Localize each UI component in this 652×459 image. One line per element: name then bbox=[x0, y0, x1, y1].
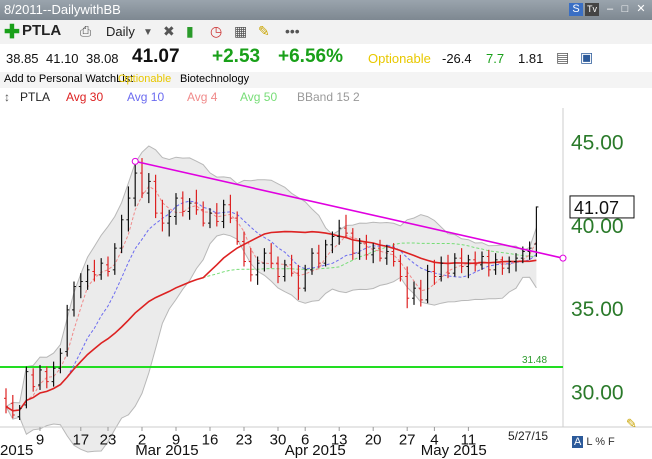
low-price: 38.08 bbox=[86, 51, 119, 66]
legend-avg10[interactable]: Avg 10 bbox=[127, 90, 165, 104]
x-tick-label: 9 bbox=[172, 431, 180, 448]
bar-chart-icon[interactable]: ▮ bbox=[186, 23, 194, 39]
change-value: +2.53 bbox=[212, 46, 261, 67]
period-select[interactable]: Daily bbox=[106, 24, 135, 39]
y-tick-label: 45.00 bbox=[571, 131, 624, 154]
maximize-icon[interactable]: □ bbox=[621, 3, 629, 15]
x-tick-label: 13 bbox=[331, 431, 348, 448]
month-label: Apr 2015 bbox=[285, 442, 346, 459]
x-tick-label: 16 bbox=[202, 431, 219, 448]
ma50-line bbox=[5, 242, 537, 412]
stat-2: 7.7 bbox=[486, 51, 505, 66]
x-tick-label: 6 bbox=[301, 431, 309, 448]
trendline-handle-start bbox=[131, 157, 139, 165]
window-title: 8/2011--DailywithBB bbox=[4, 2, 121, 17]
legend-arrows-icon[interactable]: ↕ bbox=[4, 90, 10, 104]
x-tick-label: 30 bbox=[270, 431, 287, 448]
trendline-handle-end bbox=[559, 254, 567, 262]
clock-icon[interactable]: ◷ bbox=[210, 23, 223, 39]
optionable-tag: Optionable bbox=[118, 73, 172, 85]
x-tick-label: 23 bbox=[100, 431, 117, 448]
window-titlebar: 8/2011--DailywithBB S Tv – □ ✕ bbox=[0, 0, 652, 20]
s-badge[interactable]: S bbox=[569, 3, 583, 16]
toolbar: ✚ PTLA ⎙ Daily ▼ ✖ ▮ ◷ ▦ ✎ ••• bbox=[0, 20, 652, 44]
legend-bband[interactable]: BBand 15 2 bbox=[297, 90, 360, 104]
bollinger-band-fill bbox=[6, 146, 537, 452]
x-tick-label: 17 bbox=[72, 431, 89, 448]
quote-bar: 38.85 41.10 38.08 41.07 +2.53 +6.56% Opt… bbox=[0, 44, 652, 72]
flag-strip: A L % F bbox=[572, 436, 615, 448]
note-icon[interactable]: ✎ bbox=[258, 23, 270, 39]
x-tick-label: 27 bbox=[399, 431, 416, 448]
pencil-icon[interactable]: ✎ bbox=[626, 416, 637, 431]
bollinger-upper-line bbox=[5, 145, 537, 408]
info-bar: Add to Personal WatchList Optionable Bio… bbox=[0, 72, 652, 88]
x-tick-label: 20 bbox=[365, 431, 382, 448]
x-tick-label: 2 bbox=[138, 431, 146, 448]
legend-avg50[interactable]: Avg 50 bbox=[240, 90, 278, 104]
support-line-label: 31.48 bbox=[522, 355, 547, 366]
tools-icon[interactable]: ✖ bbox=[163, 23, 175, 39]
symbol-label[interactable]: PTLA bbox=[22, 22, 62, 39]
minimize-icon[interactable]: – bbox=[606, 3, 614, 15]
plus-icon[interactable]: ✚ bbox=[4, 22, 20, 43]
printer-icon[interactable]: ⎙ bbox=[80, 23, 92, 39]
y-tick-label: 30.00 bbox=[571, 382, 624, 405]
add-watchlist-link[interactable]: Add to Personal WatchList bbox=[4, 73, 134, 85]
tv-badge[interactable]: Tv bbox=[585, 3, 599, 16]
change-percent: +6.56% bbox=[278, 46, 343, 67]
optionable-label: Optionable bbox=[368, 51, 431, 66]
more-icon[interactable]: ••• bbox=[285, 23, 300, 39]
current-price-label: 41.07 bbox=[574, 198, 619, 218]
chevron-down-icon[interactable]: ▼ bbox=[143, 27, 153, 38]
legend-avg4[interactable]: Avg 4 bbox=[187, 90, 218, 104]
month-label: Mar 2015 bbox=[135, 442, 198, 459]
high-price: 41.10 bbox=[46, 51, 79, 66]
save-icon[interactable]: ▣ bbox=[580, 49, 594, 65]
flag-pct[interactable]: % bbox=[595, 436, 605, 448]
stat-3: 1.81 bbox=[518, 51, 544, 66]
document-icon[interactable]: ▤ bbox=[556, 49, 570, 65]
ma10-line bbox=[5, 200, 537, 412]
trendline bbox=[135, 160, 564, 259]
calculator-icon[interactable]: ▦ bbox=[234, 23, 248, 39]
x-tick-label: 4 bbox=[430, 431, 438, 448]
legend-ptla[interactable]: PTLA bbox=[20, 90, 51, 104]
y-tick-label: 40.00 bbox=[571, 215, 624, 238]
y-tick-label: 35.00 bbox=[571, 298, 624, 321]
month-label: 2015 bbox=[0, 442, 33, 459]
flag-f[interactable]: F bbox=[608, 436, 615, 448]
last-price: 41.07 bbox=[132, 46, 180, 67]
close-icon[interactable]: ✕ bbox=[636, 3, 646, 15]
legend-avg30[interactable]: Avg 30 bbox=[66, 90, 104, 104]
stat-1: -26.4 bbox=[442, 51, 472, 66]
last-date-label: 5/27/15 bbox=[508, 429, 549, 443]
indicator-legend: ↕ PTLA Avg 30 Avg 10 Avg 4 Avg 50 BBand … bbox=[0, 88, 652, 106]
price-box bbox=[569, 195, 635, 219]
month-label: May 2015 bbox=[421, 442, 487, 459]
industry-label: Biotechnology bbox=[180, 73, 250, 85]
x-tick-label: 11 bbox=[461, 431, 477, 448]
x-tick-label: 23 bbox=[236, 431, 253, 448]
flag-a[interactable]: A bbox=[572, 436, 584, 448]
bollinger-lower-line bbox=[5, 233, 537, 453]
open-price: 38.85 bbox=[6, 51, 39, 66]
flag-l[interactable]: L bbox=[586, 436, 593, 448]
x-tick-label: 9 bbox=[36, 431, 44, 448]
